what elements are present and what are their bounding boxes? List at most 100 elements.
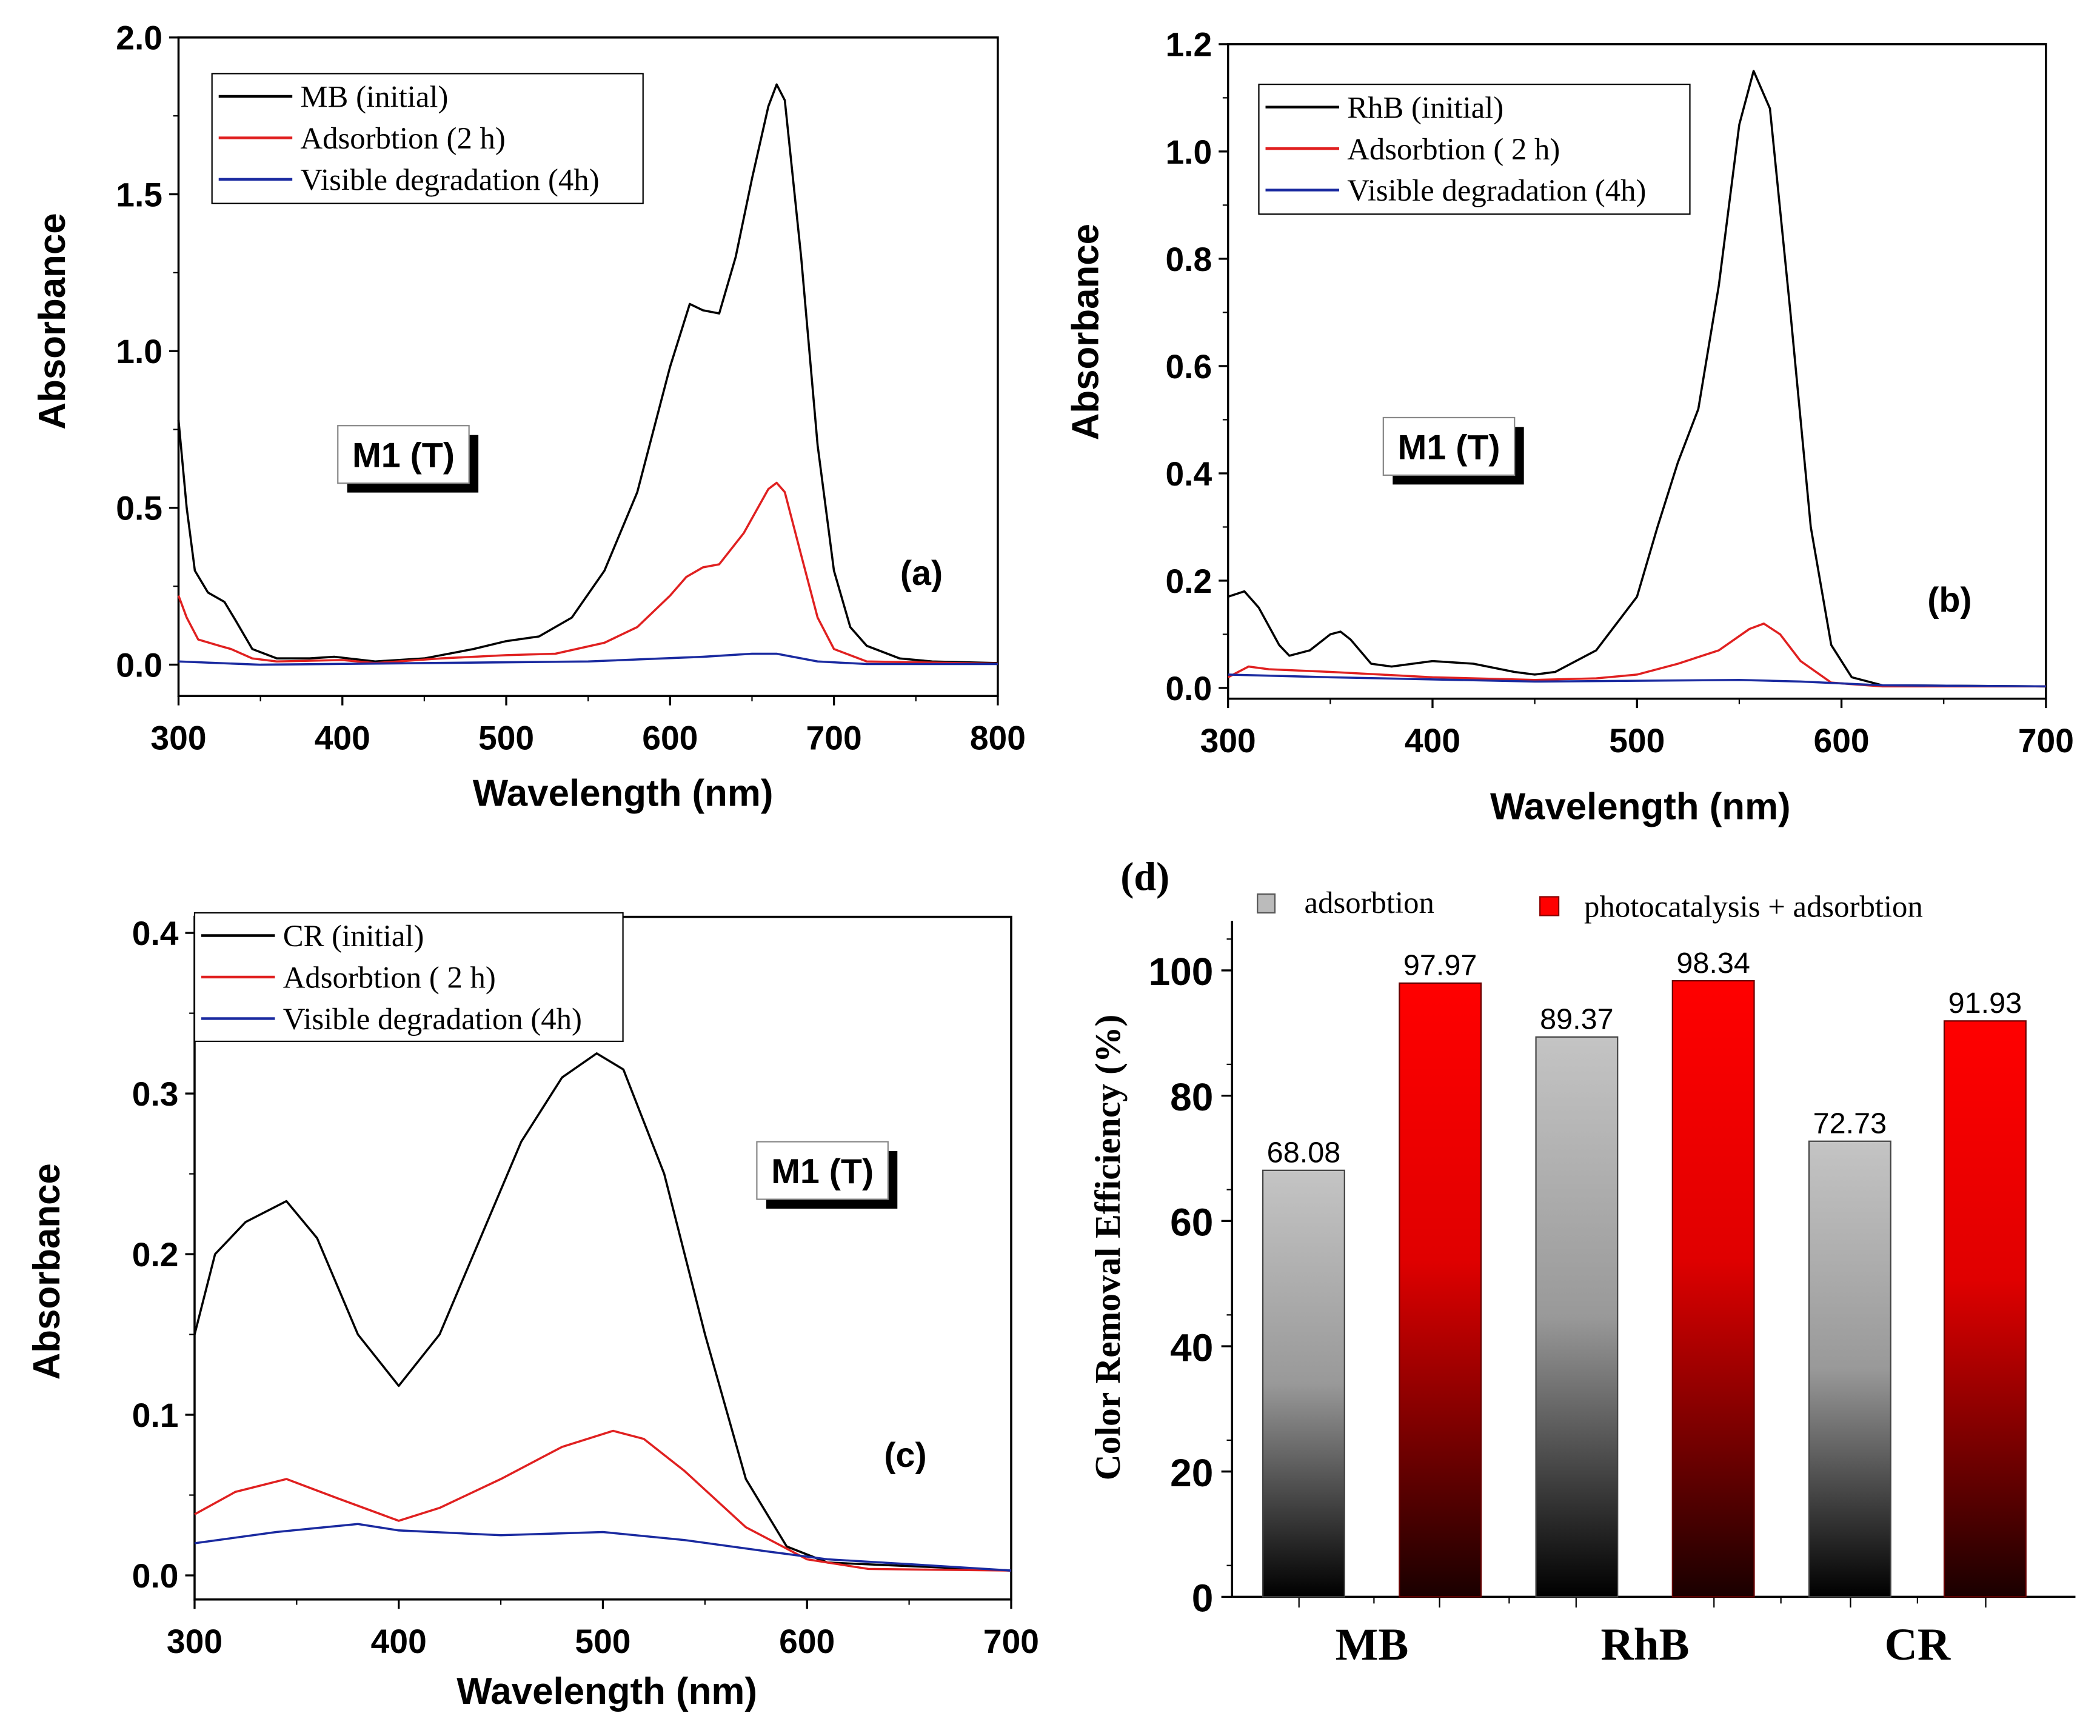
y-tick-label: 20 (1170, 1451, 1213, 1495)
x-tick-label: 800 (970, 719, 1026, 757)
y-tick-label: 0.3 (132, 1075, 179, 1113)
legend-label: Adsorbtion ( 2 h) (283, 961, 496, 995)
series-line-0 (1228, 70, 2046, 688)
legend-label: MB (initial) (300, 80, 448, 114)
panel-b: 300 400 500 600 700 0.0 0.2 0.4 0.6 0.8 1.0 1.2 Wave… (1065, 26, 2073, 828)
y-tick-label: 0.2 (132, 1236, 179, 1274)
series-line-0 (177, 83, 998, 664)
bar-RhB-adsorbtion (1535, 1036, 1619, 1598)
legend: adsorbtion photocatalysis + adsorbtion (1257, 886, 1923, 924)
annotation-box (1382, 416, 1516, 476)
y-tick-label: 80 (1170, 1075, 1213, 1119)
x-tick-label: 600 (1814, 722, 1870, 760)
legend-label: photocatalysis + adsorbtion (1584, 890, 1923, 924)
x-tick-label: 500 (575, 1623, 630, 1660)
panel-a: 300 400 500 600 700 800 0.0 0.5 1.0 1.5 2.0 Wavelen… (32, 19, 1026, 815)
y-axis-label: Absorbance (32, 213, 73, 429)
series-line-1 (194, 1429, 1011, 1572)
bar-value-label: 97.97 (1403, 949, 1477, 982)
y-tick-label: 0.8 (1165, 241, 1212, 278)
x-tick-label: 600 (779, 1623, 835, 1660)
x-tick-label: 400 (1405, 722, 1460, 760)
annotation-text: M1 (T) (771, 1152, 874, 1191)
bar-value-label: 68.08 (1267, 1137, 1341, 1169)
category-label: CR (1885, 1620, 1951, 1670)
series-line-0 (193, 1052, 1012, 1572)
legend-label: RhB (initial) (1347, 90, 1503, 124)
legend-label: Visible degradation (4h) (283, 1002, 582, 1036)
y-tick-label: 2.0 (116, 19, 162, 57)
annotation-box (756, 1141, 889, 1200)
legend-label: CR (initial) (283, 919, 424, 953)
y-tick-label: 0.4 (1165, 455, 1212, 493)
legend-label: Adsorbtion (2 h) (300, 121, 505, 155)
annotation-text: M1 (T) (1398, 428, 1500, 467)
y-tick-label: 100 (1149, 950, 1214, 993)
x-tick-label: 300 (167, 1623, 222, 1660)
y-axis-label: Absorbance (26, 1163, 68, 1380)
category-label: MB (1336, 1620, 1409, 1670)
x-tick-label: 500 (478, 719, 534, 757)
y-tick-label: 0.2 (1165, 563, 1212, 600)
x-tick-label: 500 (1609, 722, 1665, 760)
legend-label: adsorbtion (1305, 886, 1434, 920)
panel-label: (c) (884, 1436, 926, 1475)
annotation-box (337, 425, 470, 484)
legend-swatch (1539, 896, 1560, 916)
sample-annotation: M1 (T) (756, 1141, 898, 1209)
annotation-text: M1 (T) (352, 436, 455, 475)
x-tick-label: 700 (2018, 722, 2074, 760)
y-tick-label: 0.6 (1165, 348, 1212, 386)
panel-label: (a) (900, 554, 943, 593)
legend: MB (initial) Adsorbtion (2 h) Visible degr… (211, 73, 644, 204)
legend-swatch (1257, 893, 1276, 914)
y-tick-label: 60 (1170, 1201, 1213, 1244)
bar-CR-adsorbtion (1808, 1140, 1891, 1598)
panel-c: 300 400 500 600 700 0.0 0.1 0.2 0.3 0.4 Wavelength… (26, 912, 1039, 1712)
y-tick-label: 1.5 (116, 176, 162, 213)
series-line-2 (1228, 673, 2046, 688)
series-line-1 (1227, 623, 2046, 688)
bar-CR-photocatalysis (1943, 1020, 2027, 1598)
bar-value-label: 89.37 (1540, 1003, 1614, 1036)
y-tick-label: 1.0 (116, 333, 162, 370)
panel-d: 0 20 40 60 80 100 68.08 97.97 MB 89.37 98.34 RhB 72.… (1088, 855, 2076, 1670)
x-tick-label: 300 (1200, 722, 1256, 760)
y-tick-label: 40 (1170, 1326, 1213, 1369)
y-tick-label: 0.1 (132, 1397, 179, 1434)
panel-label: (b) (1927, 581, 1971, 619)
legend: RhB (initial) Adsorbtion ( 2 h) Visible de… (1258, 84, 1691, 215)
x-axis-label: Wavelength (nm) (473, 772, 774, 814)
y-tick-label: 0.0 (116, 646, 162, 684)
bar-value-label: 98.34 (1676, 947, 1750, 980)
x-tick-label: 700 (983, 1623, 1039, 1660)
x-tick-label: 400 (315, 719, 370, 757)
y-tick-label: 0.5 (116, 490, 162, 527)
y-tick-label: 0 (1192, 1577, 1214, 1620)
y-tick-label: 0.0 (132, 1557, 179, 1595)
y-tick-label: 1.0 (1165, 133, 1212, 171)
y-tick-label: 0.0 (1165, 670, 1212, 707)
category-label: RhB (1601, 1620, 1690, 1670)
legend-label: Visible degradation (4h) (1347, 173, 1646, 207)
y-axis-label: Color Removal Efficiency (%) (1088, 1015, 1128, 1481)
series-line-2 (194, 1523, 1012, 1572)
bar-value-label: 91.93 (1948, 987, 2022, 1020)
bar-value-label: 72.73 (1813, 1107, 1887, 1140)
sample-annotation: M1 (T) (1382, 416, 1524, 485)
bar-MB-adsorbtion (1262, 1169, 1345, 1598)
legend-label: Adsorbtion ( 2 h) (1347, 132, 1560, 166)
x-axis-label: Wavelength (nm) (456, 1671, 757, 1712)
bar-MB-photocatalysis (1399, 982, 1482, 1598)
x-tick-label: 600 (642, 719, 698, 757)
panel-label: (d) (1120, 855, 1169, 899)
y-tick-label: 0.4 (132, 915, 179, 952)
legend-label: Visible degradation (4h) (300, 163, 599, 197)
x-tick-label: 700 (806, 719, 862, 757)
x-tick-label: 400 (371, 1623, 427, 1660)
y-axis-label: Absorbance (1065, 224, 1106, 440)
y-tick-label: 1.2 (1165, 26, 1212, 64)
bar-RhB-photocatalysis (1671, 980, 1755, 1598)
legend: CR (initial) Adsorbtion ( 2 h) Visible deg… (193, 912, 624, 1043)
